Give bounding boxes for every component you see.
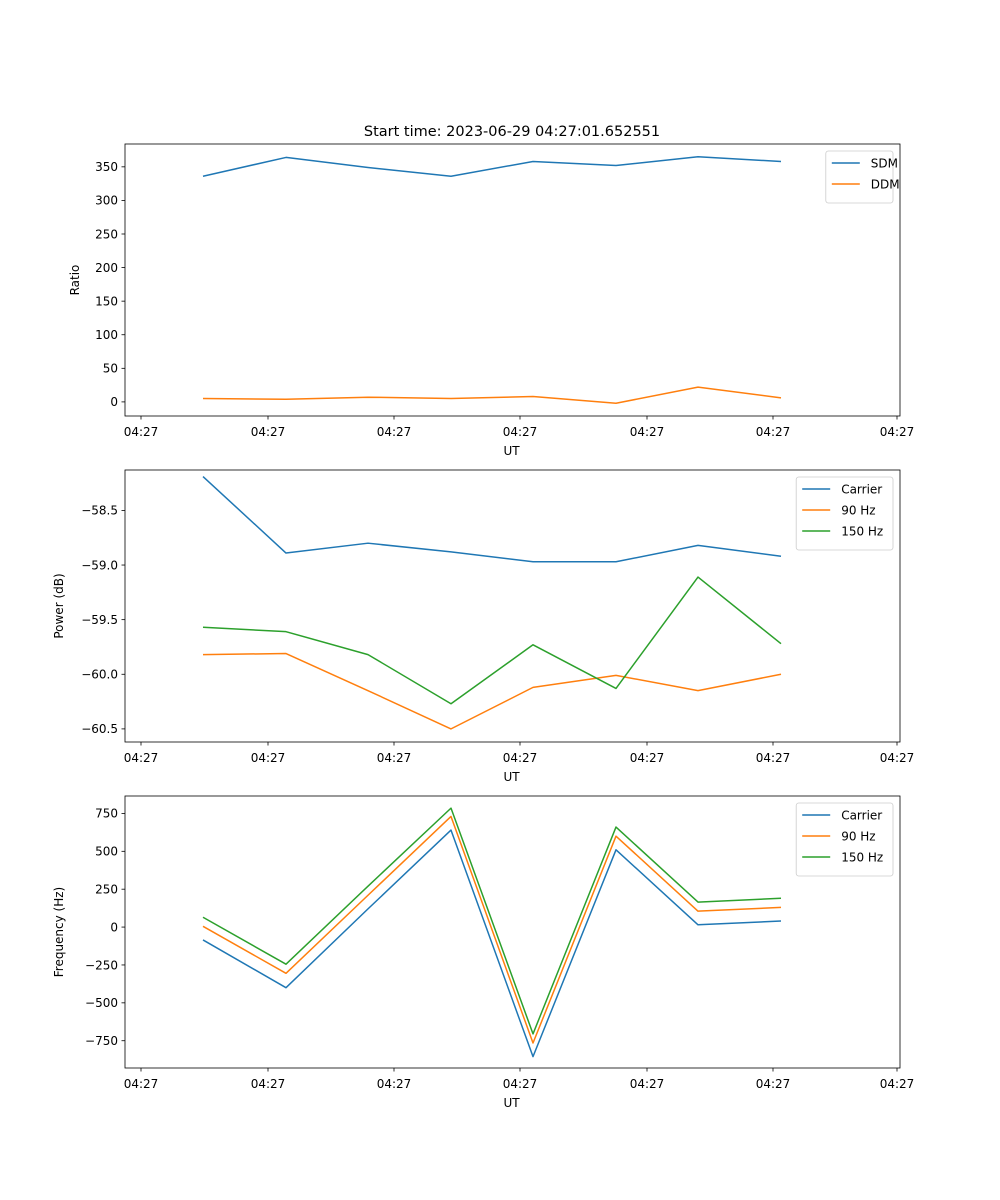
x-axis-label: UT [503, 1096, 520, 1110]
y-tick-label: 50 [103, 362, 118, 376]
chart-panel-2: 04:27 04:27 04:27 04:27 04:27 04:27 04:27 −60.5… [52, 469, 915, 784]
plot-frame [124, 795, 901, 1069]
x-tick-label: 04:27 [880, 425, 915, 439]
y-tick-label: −59.5 [81, 613, 118, 627]
x-tick-label: 04:27 [124, 425, 159, 439]
y-tick-label: 0 [110, 395, 118, 409]
y-tick-label: 250 [95, 227, 118, 241]
x-tick-label: 04:27 [251, 425, 286, 439]
series-line-150-hz [202, 576, 782, 705]
series-line-90-hz [202, 652, 782, 730]
y-tick-label: 300 [95, 194, 118, 208]
y-axis-label: Ratio [68, 265, 82, 296]
x-tick-label: 04:27 [124, 1077, 159, 1091]
y-tick-label: 100 [95, 328, 118, 342]
y-tick-label: −60.0 [81, 668, 118, 682]
x-tick-label: 04:27 [377, 751, 412, 765]
y-tick-label: 500 [95, 845, 118, 859]
x-tick-label: 04:27 [880, 751, 915, 765]
y-tick-label: −58.5 [81, 504, 118, 518]
series-line-carrier [202, 475, 782, 563]
x-tick-label: 04:27 [630, 1077, 665, 1091]
y-tick-label: −250 [85, 958, 118, 972]
legend-label: 90 Hz [841, 829, 875, 843]
y-tick-label: 0 [110, 920, 118, 934]
legend: SDM DDM [825, 150, 900, 204]
chart-title: Start time: 2023-06-29 04:27:01.652551 [364, 124, 660, 140]
y-axis-label: Power (dB) [52, 573, 66, 638]
chart-panel-3: 04:27 04:27 04:27 04:27 04:27 04:27 04:27 −750 −… [52, 795, 915, 1110]
y-tick-label: 200 [95, 261, 118, 275]
x-tick-label: 04:27 [377, 425, 412, 439]
x-tick-label: 04:27 [377, 1077, 412, 1091]
legend: Carrier 90 Hz 150 Hz [795, 802, 894, 877]
x-tick-label: 04:27 [630, 425, 665, 439]
legend-label: 90 Hz [841, 503, 875, 517]
x-tick-label: 04:27 [880, 1077, 915, 1091]
legend-box [825, 150, 894, 204]
series-line-sdm [202, 156, 782, 177]
y-tick-label: 250 [95, 882, 118, 896]
y-axis-label: Frequency (Hz) [52, 887, 66, 978]
legend-label: Carrier [841, 482, 882, 496]
x-tick-label: 04:27 [503, 1077, 538, 1091]
x-tick-label: 04:27 [251, 751, 286, 765]
series-line-90-hz [202, 815, 782, 1044]
y-tick-label: 150 [95, 294, 118, 308]
plot-frame [124, 143, 901, 417]
y-tick-label: −750 [85, 1034, 118, 1048]
x-axis-label: UT [503, 770, 520, 784]
legend-label: 150 Hz [841, 524, 883, 538]
legend-label: 150 Hz [841, 850, 883, 864]
x-tick-label: 04:27 [503, 751, 538, 765]
x-tick-label: 04:27 [124, 751, 159, 765]
x-tick-label: 04:27 [630, 751, 665, 765]
x-tick-label: 04:27 [756, 751, 791, 765]
y-tick-label: −59.0 [81, 558, 118, 572]
x-tick-label: 04:27 [503, 425, 538, 439]
series-line-carrier [202, 829, 782, 1058]
x-tick-label: 04:27 [756, 1077, 791, 1091]
y-tick-label: 350 [95, 160, 118, 174]
legend-label: SDM [871, 156, 898, 170]
legend-label: Carrier [841, 808, 882, 822]
x-axis-label: UT [503, 444, 520, 458]
chart-panel-1: 04:27 04:27 04:27 04:27 04:27 04:27 04:27 0 50 10… [68, 143, 915, 458]
x-tick-label: 04:27 [251, 1077, 286, 1091]
y-tick-label: −60.5 [81, 722, 118, 736]
series-line-150-hz [202, 807, 782, 1035]
legend-label: DDM [871, 177, 900, 191]
legend: Carrier 90 Hz 150 Hz [795, 476, 894, 551]
plot-frame [124, 469, 901, 743]
x-tick-label: 04:27 [756, 425, 791, 439]
series-line-ddm [202, 386, 782, 404]
y-tick-label: 750 [95, 807, 118, 821]
y-tick-label: −500 [85, 996, 118, 1010]
